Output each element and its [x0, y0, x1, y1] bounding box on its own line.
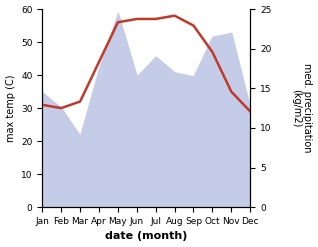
- Y-axis label: med. precipitation
(kg/m2): med. precipitation (kg/m2): [291, 63, 313, 153]
- X-axis label: date (month): date (month): [105, 231, 187, 242]
- Y-axis label: max temp (C): max temp (C): [5, 74, 16, 142]
